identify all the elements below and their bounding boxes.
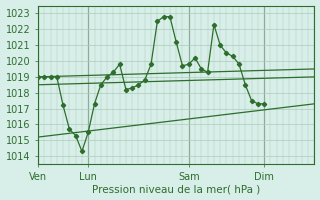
X-axis label: Pression niveau de la mer( hPa ): Pression niveau de la mer( hPa )	[92, 184, 260, 194]
